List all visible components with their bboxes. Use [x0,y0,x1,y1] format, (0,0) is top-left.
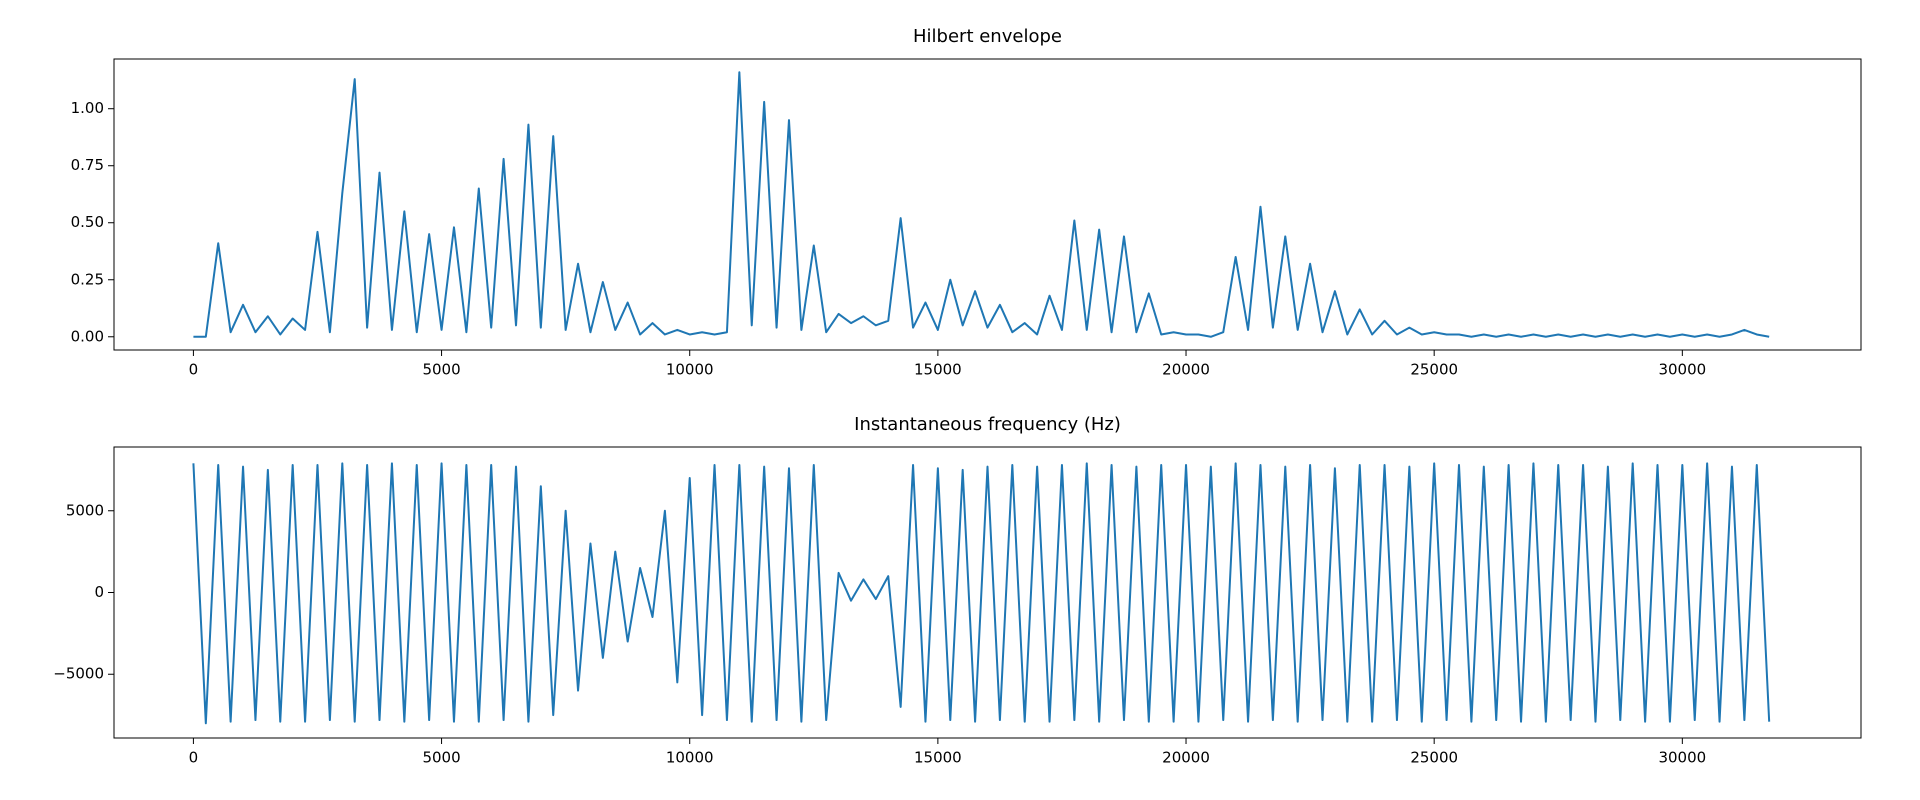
x-tick-label: 10000 [666,749,714,767]
x-tick-label: 10000 [666,361,714,379]
y-tick-label: 0.50 [71,213,104,231]
x-tick-label: 5000 [422,361,460,379]
chart-title: Instantaneous frequency (Hz) [854,414,1121,435]
x-tick-label: 0 [189,749,199,767]
y-tick-label: 0 [94,583,104,601]
y-tick-label: −5000 [53,665,104,683]
signal-line [193,71,1770,338]
x-tick-label: 30000 [1658,749,1706,767]
axes-frame [113,58,1862,351]
y-tick-label: 0.75 [71,156,104,174]
x-tick-label: 25000 [1410,749,1458,767]
x-tick-label: 5000 [422,749,460,767]
signal-line [192,462,1771,725]
chart-title: Hilbert envelope [913,26,1062,47]
y-tick-label: 5000 [66,501,104,519]
x-tick-label: 25000 [1410,361,1458,379]
x-tick-label: 30000 [1658,361,1706,379]
axes-frame [113,446,1862,739]
y-tick-label: 0.00 [71,327,104,345]
x-tick-label: 20000 [1162,749,1210,767]
x-tick-label: 15000 [914,361,962,379]
x-tick-label: 0 [189,361,199,379]
x-tick-label: 20000 [1162,361,1210,379]
y-tick-label: 0.25 [71,270,104,288]
x-tick-label: 15000 [914,749,962,767]
y-tick-label: 1.00 [71,99,104,117]
